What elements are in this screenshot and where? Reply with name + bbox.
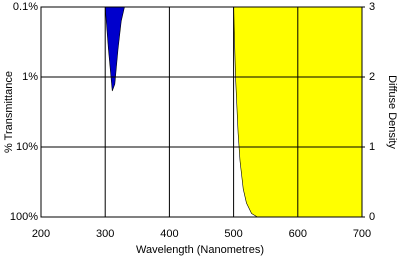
y2-tick-label: 0 [369, 211, 375, 223]
x-tick-label: 200 [32, 228, 50, 240]
y2-axis-label: Diffuse Density [386, 75, 398, 149]
area [104, 6, 125, 92]
plot-frame [40, 6, 363, 218]
y2-tick-label: 2 [369, 71, 375, 83]
y2-tick-label: 3 [369, 1, 375, 13]
x-tick-label: 300 [96, 228, 114, 240]
y-tick-label: 0.1% [13, 1, 38, 13]
x-tick-label: 700 [353, 228, 371, 240]
x-tick-label: 600 [289, 228, 307, 240]
x-tick-label: 500 [224, 228, 242, 240]
y-tick-label: 1% [22, 71, 38, 83]
y-tick-label: 100% [10, 211, 38, 223]
x-axis-label: Wavelength (Nanometres) [136, 244, 264, 256]
y-tick-label: 10% [16, 141, 38, 153]
x-tick-label: 400 [160, 228, 178, 240]
y2-tick-label: 1 [369, 141, 375, 153]
y-axis-label: % Transmittance [3, 71, 15, 153]
